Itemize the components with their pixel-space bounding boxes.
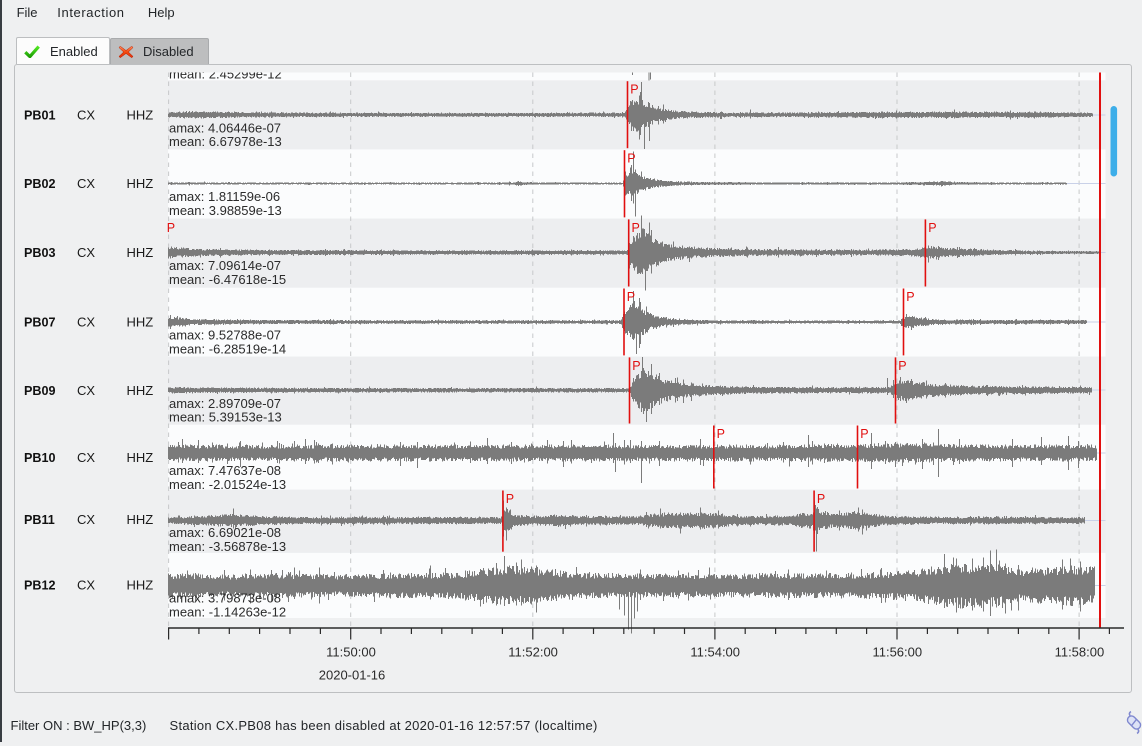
svg-text:2020-01-16: 2020-01-16 — [319, 668, 386, 683]
svg-text:mean: 6.67978e-13: mean: 6.67978e-13 — [169, 134, 282, 149]
svg-text:P: P — [632, 359, 640, 373]
svg-text:11:56:00: 11:56:00 — [872, 645, 922, 660]
svg-text:mean: 3.98859e-13: mean: 3.98859e-13 — [169, 203, 282, 218]
svg-text:amax: 4.06446e-07: amax: 4.06446e-07 — [169, 120, 281, 135]
svg-text:CX: CX — [77, 450, 95, 465]
svg-text:P: P — [906, 290, 914, 304]
svg-text:mean: -2.01524e-13: mean: -2.01524e-13 — [169, 477, 286, 492]
svg-text:CX: CX — [77, 578, 95, 593]
svg-text:mean: 2.45299e-12: mean: 2.45299e-12 — [169, 67, 282, 82]
svg-text:CX: CX — [77, 383, 95, 398]
svg-text:PB07: PB07 — [24, 316, 56, 330]
svg-text:P: P — [817, 492, 825, 506]
svg-text:PB02: PB02 — [24, 177, 56, 191]
svg-text:amax: 2.89709e-07: amax: 2.89709e-07 — [169, 396, 281, 411]
svg-text:amax: 1.81159e-06: amax: 1.81159e-06 — [169, 189, 280, 204]
svg-text:P: P — [860, 427, 868, 441]
svg-text:PB11: PB11 — [24, 513, 55, 527]
svg-text:HHZ: HHZ — [127, 108, 154, 123]
svg-text:CX: CX — [77, 245, 95, 260]
svg-text:amax: 9.52788e-07: amax: 9.52788e-07 — [169, 328, 281, 343]
svg-text:mean: 5.39153e-13: mean: 5.39153e-13 — [169, 410, 282, 425]
svg-text:amax: 7.09614e-07: amax: 7.09614e-07 — [169, 258, 281, 273]
svg-text:P: P — [898, 359, 906, 373]
svg-text:HHZ: HHZ — [127, 245, 154, 260]
svg-text:HHZ: HHZ — [127, 578, 154, 593]
svg-text:PB10: PB10 — [24, 451, 56, 465]
svg-text:CX: CX — [77, 315, 95, 330]
svg-text:PB03: PB03 — [24, 246, 56, 260]
svg-text:P: P — [627, 290, 635, 304]
svg-text:amax: 7.47637e-08: amax: 7.47637e-08 — [169, 463, 281, 478]
svg-text:amax: 3.79873e-08: amax: 3.79873e-08 — [169, 591, 281, 606]
svg-text:HHZ: HHZ — [127, 383, 154, 398]
svg-text:P: P — [632, 221, 640, 235]
svg-text:HHZ: HHZ — [127, 176, 154, 191]
svg-text:11:50:00: 11:50:00 — [326, 645, 376, 660]
svg-text:mean: -6.47618e-15: mean: -6.47618e-15 — [169, 272, 286, 287]
svg-text:11:52:00: 11:52:00 — [508, 645, 558, 660]
svg-text:HHZ: HHZ — [127, 315, 154, 330]
svg-text:P: P — [928, 221, 936, 235]
svg-text:amax: 6.69021e-08: amax: 6.69021e-08 — [169, 525, 281, 540]
svg-text:PB09: PB09 — [24, 384, 56, 398]
svg-text:11:58:00: 11:58:00 — [1055, 645, 1105, 660]
svg-text:P: P — [627, 152, 635, 166]
svg-text:HHZ: HHZ — [127, 450, 154, 465]
svg-text:mean: -1.14263e-12: mean: -1.14263e-12 — [169, 604, 286, 619]
svg-text:HHZ: HHZ — [127, 512, 154, 527]
svg-text:CX: CX — [77, 108, 95, 123]
svg-text:PB01: PB01 — [24, 109, 56, 123]
svg-text:CX: CX — [77, 512, 95, 527]
svg-text:P: P — [717, 427, 725, 441]
svg-text:PB12: PB12 — [24, 579, 56, 593]
svg-text:mean: -6.28519e-14: mean: -6.28519e-14 — [169, 341, 286, 356]
svg-text:11:54:00: 11:54:00 — [690, 645, 740, 660]
svg-text:P: P — [630, 83, 638, 97]
svg-text:P: P — [167, 221, 175, 235]
svg-text:CX: CX — [77, 176, 95, 191]
svg-text:mean: -3.56878e-13: mean: -3.56878e-13 — [169, 539, 286, 554]
svg-text:P: P — [506, 492, 514, 506]
